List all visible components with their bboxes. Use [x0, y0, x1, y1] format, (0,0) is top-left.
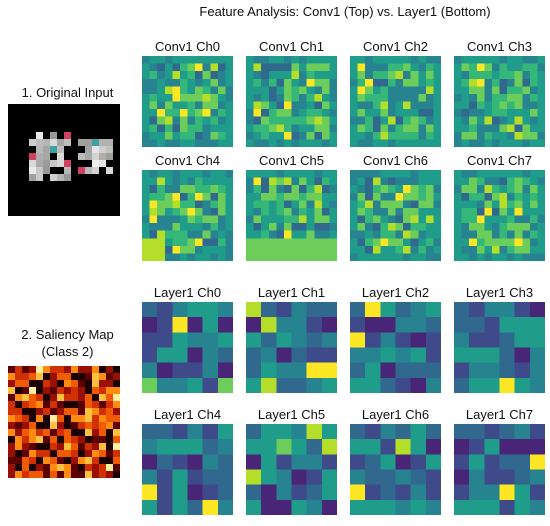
- layer1-ch2-panel: Layer1 Ch2: [348, 284, 443, 393]
- layer1-ch0-title: Layer1 Ch0: [153, 285, 222, 300]
- conv1-ch4-panel: Conv1 Ch4: [140, 152, 235, 261]
- conv1-ch0-title: Conv1 Ch0: [154, 39, 221, 54]
- layer1-ch3-panel: Layer1 Ch3: [452, 284, 547, 393]
- layer1-ch2-title: Layer1 Ch2: [361, 285, 430, 300]
- layer1-ch4-panel: Layer1 Ch4: [140, 406, 235, 515]
- layer1-ch0-panel: Layer1 Ch0: [140, 284, 235, 393]
- layer1-ch0-heatmap: [142, 302, 233, 393]
- saliency-label-line2: (Class 2): [41, 344, 94, 359]
- layer1-ch5-heatmap: [246, 424, 337, 515]
- layer1-ch5-title: Layer1 Ch5: [257, 407, 326, 422]
- layer1-ch6-heatmap: [350, 424, 441, 515]
- figure-title: Feature Analysis: Conv1 (Top) vs. Layer1…: [199, 4, 491, 19]
- conv1-ch2-title: Conv1 Ch2: [362, 39, 429, 54]
- saliency-label-line1: 2. Saliency Map: [21, 327, 114, 342]
- layer1-ch4-heatmap: [142, 424, 233, 515]
- conv1-ch0-panel: Conv1 Ch0: [140, 38, 235, 147]
- layer1-ch3-heatmap: [454, 302, 545, 393]
- conv1-ch5-panel: Conv1 Ch5: [244, 152, 339, 261]
- layer1-ch1-title: Layer1 Ch1: [257, 285, 326, 300]
- conv1-ch7-title: Conv1 Ch7: [466, 153, 533, 168]
- conv1-ch6-panel: Conv1 Ch6: [348, 152, 443, 261]
- conv1-ch1-heatmap: [246, 56, 337, 147]
- conv1-ch1-title: Conv1 Ch1: [258, 39, 325, 54]
- conv1-ch7-heatmap: [454, 170, 545, 261]
- conv1-ch4-heatmap: [142, 170, 233, 261]
- saliency-map-label: 2. Saliency Map (Class 2): [0, 326, 135, 360]
- layer1-ch1-panel: Layer1 Ch1: [244, 284, 339, 393]
- conv1-ch6-heatmap: [350, 170, 441, 261]
- original-input-label: 1. Original Input: [21, 85, 114, 100]
- saliency-map-image: [8, 366, 120, 478]
- layer1-ch7-panel: Layer1 Ch7: [452, 406, 547, 515]
- conv1-ch7-panel: Conv1 Ch7: [452, 152, 547, 261]
- layer1-ch7-title: Layer1 Ch7: [465, 407, 534, 422]
- layer1-ch6-panel: Layer1 Ch6: [348, 406, 443, 515]
- conv1-ch3-title: Conv1 Ch3: [466, 39, 533, 54]
- layer1-ch3-title: Layer1 Ch3: [465, 285, 534, 300]
- conv1-ch5-title: Conv1 Ch5: [258, 153, 325, 168]
- layer1-ch1-heatmap: [246, 302, 337, 393]
- conv1-ch5-heatmap: [246, 170, 337, 261]
- conv1-ch3-heatmap: [454, 56, 545, 147]
- layer1-ch5-panel: Layer1 Ch5: [244, 406, 339, 515]
- original-input-image: [8, 104, 120, 216]
- conv1-ch4-title: Conv1 Ch4: [154, 153, 221, 168]
- conv1-ch6-title: Conv1 Ch6: [362, 153, 429, 168]
- conv1-ch1-panel: Conv1 Ch1: [244, 38, 339, 147]
- layer1-ch2-heatmap: [350, 302, 441, 393]
- layer1-ch6-title: Layer1 Ch6: [361, 407, 430, 422]
- layer1-ch7-heatmap: [454, 424, 545, 515]
- conv1-ch3-panel: Conv1 Ch3: [452, 38, 547, 147]
- layer1-ch4-title: Layer1 Ch4: [153, 407, 222, 422]
- conv1-ch2-heatmap: [350, 56, 441, 147]
- conv1-ch2-panel: Conv1 Ch2: [348, 38, 443, 147]
- conv1-ch0-heatmap: [142, 56, 233, 147]
